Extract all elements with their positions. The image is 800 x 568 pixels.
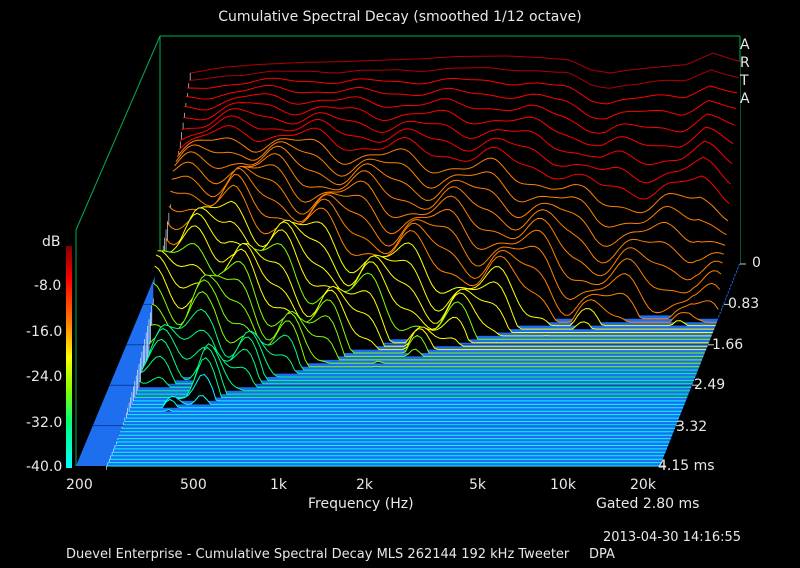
decay-slice-line: [147, 291, 700, 368]
decay-slice-line: [151, 274, 704, 357]
decay-slice-line: [164, 200, 716, 327]
decay-slice-line: [170, 165, 722, 294]
decay-slice-line: [175, 141, 727, 236]
footer-right: DPA: [589, 547, 615, 562]
time-tick-label: 0.83: [728, 296, 760, 312]
decay-slice-line: [185, 84, 737, 120]
decay-slice-line: [152, 261, 705, 354]
decay-slice-fill: [146, 309, 698, 371]
decay-slice-line: [172, 153, 724, 264]
brand-letter: A: [740, 37, 750, 53]
y-tick-label: -24.0: [26, 369, 63, 385]
decay-slice-line: [178, 125, 730, 204]
gated-label: Gated 2.80 ms: [596, 496, 700, 512]
timestamp: 2013-04-30 14:16:55: [603, 530, 742, 545]
decay-slice-line: [184, 93, 735, 134]
decay-slice-line: [138, 344, 692, 388]
decay-slice-line: [165, 184, 717, 323]
decay-slice-fill: [144, 324, 697, 374]
y-tick-label: -32.0: [26, 415, 63, 431]
decay-slice-line: [150, 274, 702, 361]
x-tick-label: 10k: [550, 477, 576, 493]
decay-slices: [106, 52, 741, 470]
x-tick-label: 2k: [356, 477, 374, 493]
time-tick-label: 0: [752, 255, 761, 271]
chart-title: Cumulative Spectral Decay (smoothed 1/12…: [218, 9, 582, 25]
x-tick-label: 500: [180, 477, 207, 493]
decay-slice-line: [132, 395, 685, 405]
decay-slice-line: [129, 408, 682, 412]
y-tick-label: -8.0: [34, 278, 62, 294]
decay-slice-line: [154, 248, 707, 351]
decay-slice-line: [137, 343, 690, 392]
decay-slice-line: [183, 102, 734, 148]
color-scale-bar: [66, 246, 72, 468]
x-tick-label: 20k: [630, 477, 656, 493]
x-tick-label: 5k: [469, 477, 487, 493]
decay-slice-line: [190, 52, 741, 74]
decay-slice-line: [174, 145, 726, 247]
time-tick-label: 2.49: [694, 377, 726, 393]
decay-slice-line: [179, 115, 731, 185]
decay-slice-line: [140, 348, 693, 385]
time-tick-label: 4.15 ms: [658, 458, 715, 474]
decay-slice-line: [134, 357, 688, 398]
brand-letter: T: [740, 73, 749, 89]
frame-line: [75, 35, 161, 231]
footer-text: Duevel Enterprise - Cumulative Spectral …: [66, 547, 570, 562]
decay-slice-line: [188, 67, 739, 89]
decay-slice-line: [187, 77, 738, 105]
decay-slice-line: [157, 242, 709, 344]
time-tick-label: 3.32: [676, 419, 708, 435]
y-axis-label: dB: [42, 234, 61, 250]
decay-slice-line: [155, 242, 708, 347]
x-tick-label: 1k: [270, 477, 288, 493]
decay-slice-line: [181, 108, 733, 166]
decay-slice-line: [130, 398, 684, 409]
decay-slice-line: [141, 336, 694, 381]
brand-letter: A: [740, 91, 750, 107]
decay-slice-line: [167, 173, 719, 320]
y-tick-label: -16.0: [26, 324, 63, 340]
x-axis-label: Frequency (Hz): [308, 496, 414, 512]
decay-slice-fill: [133, 374, 686, 401]
y-tick-label: -40.0: [26, 459, 63, 475]
x-tick-label: 200: [66, 477, 93, 493]
arta-brand: A R T A: [740, 36, 750, 108]
decay-slice-line: [171, 164, 723, 281]
time-tick-label: 1.66: [712, 337, 744, 353]
decay-slice-line: [168, 167, 721, 314]
decay-slice-line: [148, 279, 701, 364]
brand-letter: R: [740, 55, 750, 71]
decay-slice-line: [133, 373, 686, 402]
decay-slice-line: [136, 346, 689, 395]
decay-slice-line: [177, 137, 729, 222]
